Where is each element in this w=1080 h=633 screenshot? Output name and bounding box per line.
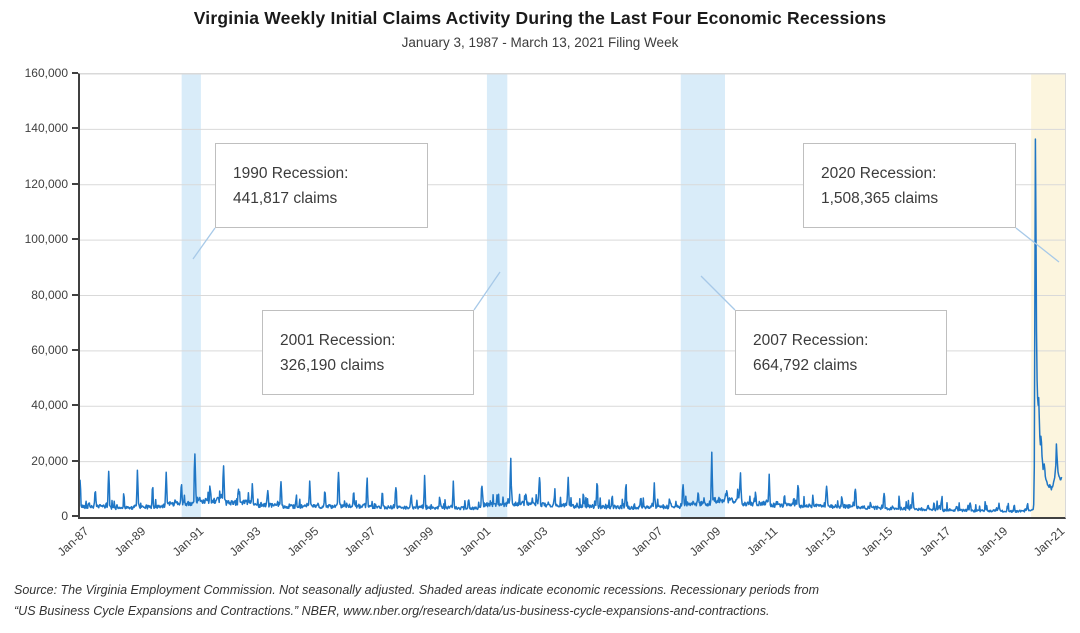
callout-1990-claims-total: 441,817 claims [233, 189, 338, 207]
callout-2020-title: 2020 Recession: [821, 164, 937, 182]
x-tick-label-Jan-93: Jan-93 [227, 524, 264, 559]
callout-2007-title: 2007 Recession: [753, 331, 869, 349]
y-tick-label-160,000: 160,000 [24, 66, 68, 80]
chart-subtitle: January 3, 1987 - March 13, 2021 Filing … [401, 35, 679, 50]
x-tick-label-Jan-13: Jan-13 [801, 524, 839, 559]
y-tick-mark [72, 127, 78, 130]
source-note-line1: Source: The Virginia Employment Commissi… [14, 583, 820, 597]
source-note-line2: “US Business Cycle Expansions and Contra… [14, 604, 770, 618]
callout-1990-title: 1990 Recession: [233, 164, 349, 182]
y-tick-mark [72, 293, 78, 296]
y-tick-mark [72, 238, 78, 241]
y-tick-label-20,000: 20,000 [31, 453, 68, 468]
x-tick-label-Jan-07: Jan-07 [629, 524, 666, 559]
callout-2001-recession: 2001 Recession: 326,190 claims [262, 310, 474, 395]
chart-title: Virginia Weekly Initial Claims Activity … [193, 8, 887, 28]
initial-claims-series-line [80, 138, 1063, 513]
y-tick-mark [72, 182, 78, 185]
x-tick-label-Jan-21: Jan-21 [1031, 524, 1068, 559]
x-tick-label-Jan-89: Jan-89 [112, 524, 149, 559]
callout-2020-claims-total: 1,508,365 claims [821, 189, 939, 207]
y-tick-mark [72, 72, 78, 74]
callout-2020-recession: 2020 Recession: 1,508,365 claims [803, 143, 1016, 228]
x-tick-label-Jan-99: Jan-99 [399, 524, 436, 559]
callout-2007-recession: 2007 Recession: 664,792 claims [735, 310, 947, 395]
callout-2001-claims-total: 326,190 claims [280, 356, 385, 374]
y-tick-label-40,000: 40,000 [31, 398, 68, 413]
y-tick-mark [72, 515, 78, 517]
x-tick-label-Jan-17: Jan-17 [916, 524, 953, 559]
y-tick-label-80,000: 80,000 [31, 287, 68, 302]
y-tick-mark [72, 348, 78, 351]
callout-2007-claims-total: 664,792 claims [753, 356, 858, 374]
y-tick-label-120,000: 120,000 [24, 176, 68, 191]
x-tick-label-Jan-03: Jan-03 [514, 524, 551, 559]
y-tick-label-0: 0 [61, 509, 68, 523]
callout-2001-title: 2001 Recession: [280, 331, 396, 349]
callout-1990-recession: 1990 Recession: 441,817 claims [215, 143, 428, 228]
plot-area [78, 73, 1066, 519]
claims-line-chart [80, 74, 1065, 517]
y-tick-label-60,000: 60,000 [31, 342, 68, 357]
y-tick-label-140,000: 140,000 [24, 121, 68, 136]
y-tick-label-100,000: 100,000 [24, 232, 68, 247]
y-tick-mark [72, 459, 78, 462]
y-tick-mark [72, 404, 78, 407]
